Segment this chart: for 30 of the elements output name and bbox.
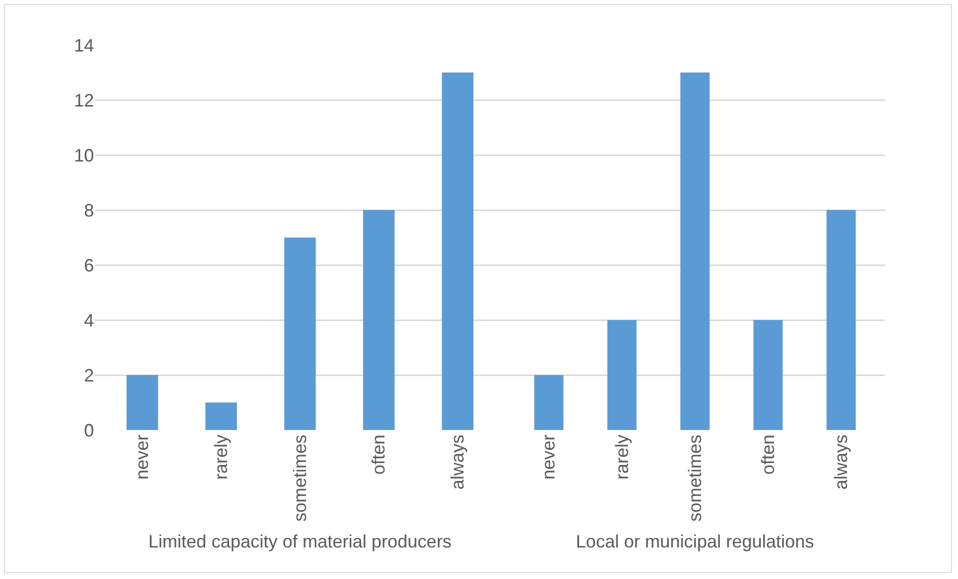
bar: [205, 402, 237, 430]
bar: [284, 238, 316, 430]
x-tick-label: often: [368, 434, 389, 475]
x-tick-label: sometimes: [290, 434, 310, 522]
y-tick-label: 14: [74, 35, 94, 56]
x-tick-label: rarely: [211, 434, 231, 480]
y-tick-label: 4: [84, 310, 94, 330]
bar: [680, 72, 710, 430]
bar: [753, 320, 783, 430]
x-tick-label: always: [831, 434, 851, 490]
x-axis-title: Limited capacity of material producers: [148, 532, 452, 552]
bar: [442, 72, 474, 430]
x-tick-label: always: [448, 434, 468, 490]
x-tick-label: never: [538, 434, 559, 480]
x-axis-title: Local or municipal regulations: [576, 532, 814, 552]
y-tick-label: 6: [84, 255, 94, 276]
x-tick-label: sometimes: [684, 434, 705, 522]
y-tick-label: 2: [84, 365, 94, 386]
bar: [607, 320, 637, 430]
x-tick-label: rarely: [612, 434, 632, 480]
bar: [126, 375, 158, 430]
y-tick-label: 0: [84, 420, 94, 440]
y-tick-label: 10: [74, 145, 94, 166]
y-tick-label: 12: [74, 90, 94, 110]
x-tick-label: never: [132, 434, 152, 480]
y-tick-label: 8: [84, 200, 94, 220]
bar: [363, 210, 395, 430]
bar: [826, 210, 856, 430]
x-tick-label: often: [758, 434, 778, 475]
bar: [534, 375, 564, 430]
